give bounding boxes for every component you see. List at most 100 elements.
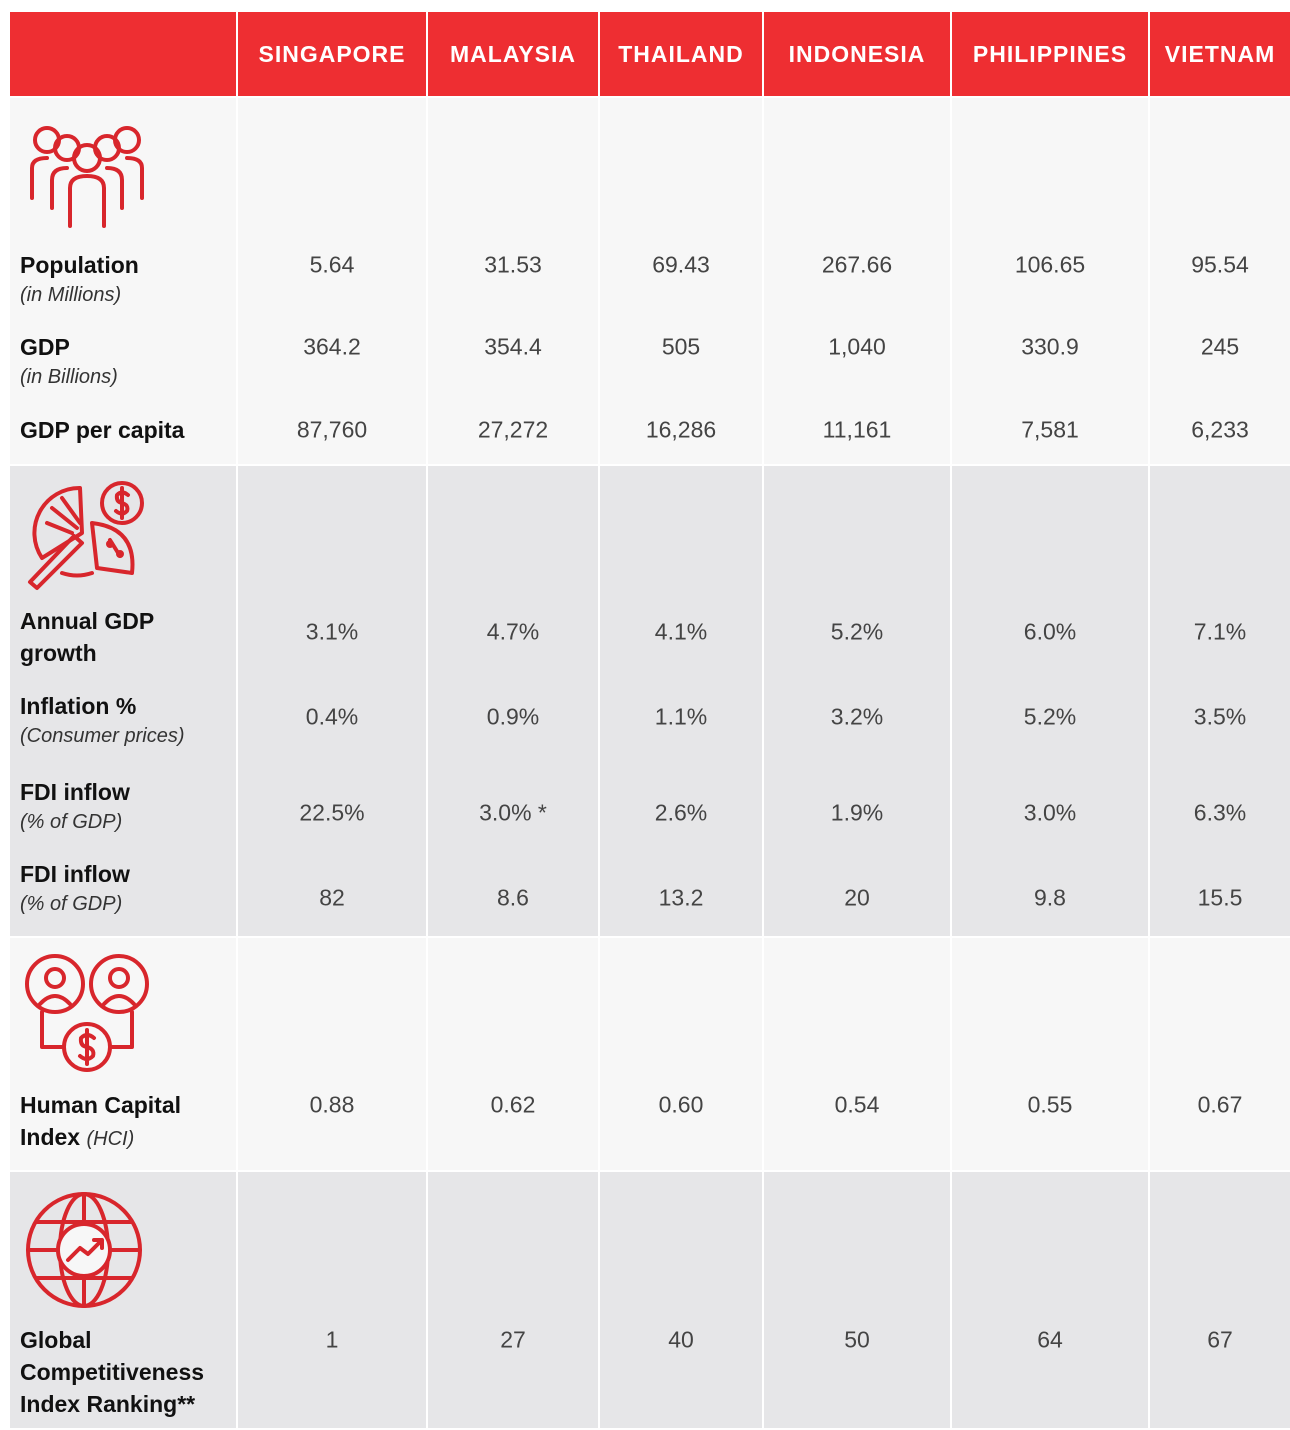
cell-background: [10, 1172, 236, 1428]
cell-background: [1150, 938, 1290, 1170]
cell-background: [764, 466, 950, 936]
row-value: 354.4: [484, 333, 542, 360]
row-value: 245: [1200, 333, 1240, 360]
row-value: 0.62: [490, 1091, 536, 1118]
row-label-text: Population: [20, 252, 139, 278]
row-value: 50: [844, 1326, 870, 1353]
row-value: 0.67: [1197, 1091, 1243, 1118]
row-value: 3.2%: [830, 703, 884, 730]
row-value: 5.64: [309, 251, 355, 278]
row-label: GDP per capita: [20, 414, 232, 446]
row-value: 0.55: [1027, 1091, 1073, 1118]
row-sublabel: (Consumer prices): [20, 725, 185, 747]
row-value: 82: [319, 884, 345, 911]
cell-background: [428, 938, 598, 1170]
row-value: 0.88: [309, 1091, 355, 1118]
row-value: 1,040: [828, 333, 886, 360]
row-value: 0.60: [658, 1091, 704, 1118]
row-label-text: GDP per capita: [20, 417, 185, 443]
cell-background: [600, 938, 762, 1170]
row-value: 330.9: [1021, 333, 1079, 360]
cell-background: [952, 938, 1148, 1170]
cell-background: [764, 1172, 950, 1428]
row-label: Global Competitiveness Index Ranking**: [20, 1324, 232, 1420]
cell-background: [10, 466, 236, 936]
cell-background: [952, 1172, 1148, 1428]
row-value: 11,161: [822, 416, 892, 443]
people-icon: [30, 126, 144, 228]
cell-background: [238, 938, 426, 1170]
header-cell: PHILIPPINES: [952, 12, 1148, 96]
row-label: GDP (in Billions): [20, 331, 232, 391]
row-label-text: Human Capital Index: [20, 1092, 182, 1150]
row-value: 13.2: [658, 884, 704, 911]
row-value: 7.1%: [1193, 618, 1247, 645]
row-value: 0.54: [834, 1091, 880, 1118]
row-value: 40: [668, 1326, 694, 1353]
row-label-text: FDI inflow: [20, 779, 130, 805]
row-value: 106.65: [1014, 251, 1086, 278]
row-value: 27: [500, 1326, 526, 1353]
row-value: 7,581: [1021, 416, 1079, 443]
cell-background: [1150, 98, 1290, 464]
cell-background: [428, 466, 598, 936]
header-cell: MALAYSIA: [428, 12, 598, 96]
row-value: 6.3%: [1193, 799, 1247, 826]
cell-background: [764, 938, 950, 1170]
row-value: 364.2: [303, 333, 361, 360]
row-value: 2.6%: [654, 799, 708, 826]
row-value: 3.5%: [1193, 703, 1247, 730]
cell-background: [428, 1172, 598, 1428]
row-value: 0.9%: [486, 703, 540, 730]
row-label: FDI inflow (% of GDP): [20, 858, 232, 918]
row-value: 31.53: [484, 251, 542, 278]
row-value: 1.1%: [654, 703, 708, 730]
row-value: 6,233: [1191, 416, 1249, 443]
header-cell: VIETNAM: [1150, 12, 1290, 96]
row-label-text: Annual GDP growth: [20, 608, 154, 666]
row-label-text: Inflation %: [20, 693, 137, 719]
row-sublabel: (HCI): [86, 1128, 135, 1150]
row-label: FDI inflow (% of GDP): [20, 776, 232, 836]
header-cell: THAILAND: [600, 12, 762, 96]
row-value: 3.1%: [305, 618, 359, 645]
cell-background: [600, 1172, 762, 1428]
row-value: 95.54: [1191, 251, 1249, 278]
human-capital-icon: [25, 954, 149, 1072]
header-cell: SINGAPORE: [238, 12, 426, 96]
cell-background: [238, 1172, 426, 1428]
cell-background: [600, 98, 762, 464]
cell-background: [764, 98, 950, 464]
row-label-text: GDP: [20, 334, 70, 360]
row-sublabel: (% of GDP): [20, 893, 123, 915]
row-value: 5.2%: [1023, 703, 1077, 730]
row-label-text: FDI inflow: [20, 861, 130, 887]
row-sublabel: (in Millions): [20, 284, 122, 306]
row-label: Annual GDP growth: [20, 605, 232, 669]
row-label-text: Global Competitiveness Index Ranking**: [20, 1327, 205, 1417]
row-label: Human Capital Index (HCI): [20, 1089, 232, 1153]
row-value: 8.6: [497, 884, 529, 911]
cell-background: [1150, 466, 1290, 936]
row-value: 16,286: [645, 416, 717, 443]
row-value: 3.0% *: [479, 799, 547, 826]
cell-background: [952, 466, 1148, 936]
cell-background: [238, 98, 426, 464]
economy-icon: [28, 481, 144, 590]
cell-background: [428, 98, 598, 464]
row-sublabel: (in Billions): [20, 366, 118, 388]
row-value: 0.4%: [305, 703, 359, 730]
row-value: 4.7%: [486, 618, 540, 645]
row-value: 15.5: [1197, 884, 1243, 911]
row-value: 67: [1207, 1326, 1233, 1353]
row-value: 267.66: [821, 251, 893, 278]
row-value: 22.5%: [299, 799, 365, 826]
row-value: 6.0%: [1023, 618, 1077, 645]
row-value: 64: [1037, 1326, 1063, 1353]
globe-icon: [26, 1192, 142, 1308]
row-value: 3.0%: [1023, 799, 1077, 826]
row-label: Population (in Millions): [20, 249, 232, 309]
row-sublabel: (% of GDP): [20, 811, 123, 833]
